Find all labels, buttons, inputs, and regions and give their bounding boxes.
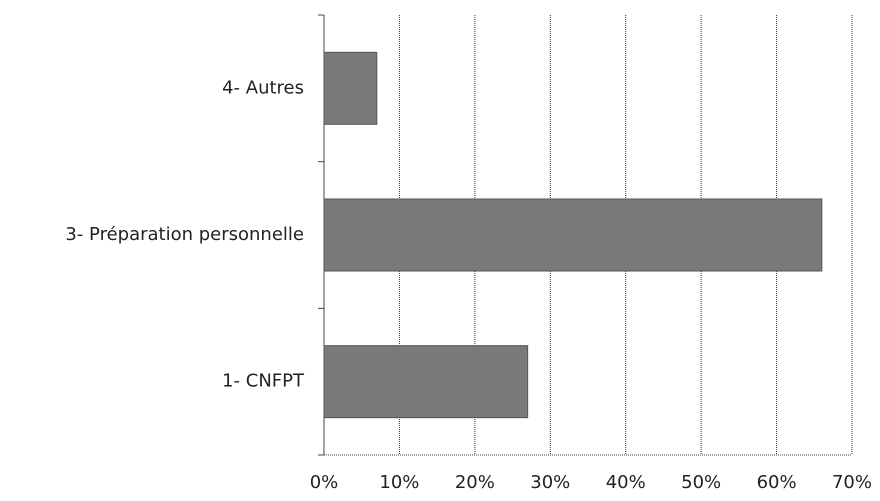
x-tick-label: 10% [379,472,419,493]
y-tick-label: 4- Autres [222,77,304,98]
x-tick-label: 30% [530,472,570,493]
x-tick-label: 20% [455,472,495,493]
y-tick-label: 1- CNFPT [222,371,305,392]
x-tick-label: 70% [832,472,872,493]
bar [323,51,378,125]
bar [323,198,823,272]
x-tick-label: 40% [606,472,646,493]
x-tick-label: 0% [310,472,339,493]
x-tick-label: 50% [681,472,721,493]
bar [323,345,529,419]
y-tick-label: 3- Préparation personnelle [65,224,304,245]
x-tick-label: 60% [757,472,797,493]
